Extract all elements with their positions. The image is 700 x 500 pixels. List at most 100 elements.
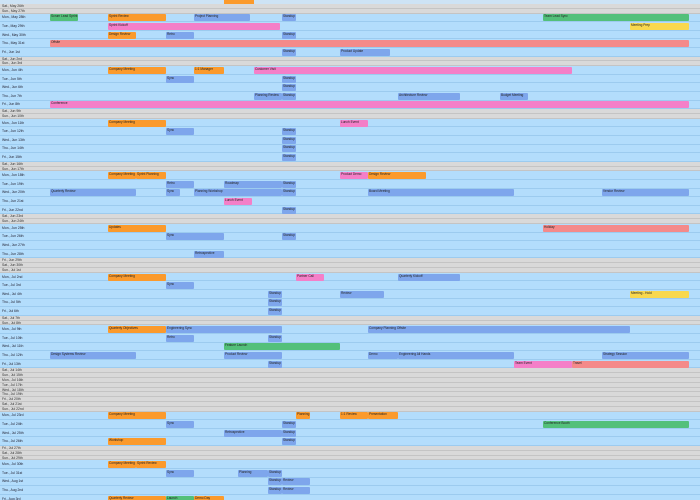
event-chip[interactable]: Product Review	[224, 352, 282, 359]
event-chip[interactable]: Design Review	[368, 172, 426, 180]
event-chip[interactable]: Planning Review	[254, 92, 282, 100]
event-chip[interactable]: Company Meeting	[108, 67, 166, 74]
event-chip[interactable]: Sprint Kickoff	[108, 23, 280, 30]
event-chip[interactable]: Sync	[166, 282, 194, 290]
day-row[interactable]: Thu., Jul 5th	[0, 298, 700, 308]
event-chip[interactable]: Travel	[572, 360, 689, 368]
event-chip[interactable]: Launch	[166, 495, 194, 500]
day-row[interactable]: Tue., May 29th	[0, 22, 700, 31]
event-chip[interactable]: Conference Booth	[543, 421, 689, 428]
event-chip[interactable]: Standup	[282, 136, 296, 144]
event-chip[interactable]: Quarterly Review	[108, 495, 166, 500]
event-chip[interactable]: Vendor Review	[602, 189, 689, 197]
event-chip[interactable]: Standup	[268, 487, 282, 494]
event-chip[interactable]: Presentation	[368, 412, 398, 420]
event-chip[interactable]: Standup	[282, 180, 296, 188]
day-row[interactable]: Sat., Jul 28th	[0, 450, 700, 456]
event-chip[interactable]: Standup	[282, 154, 296, 161]
event-chip[interactable]: Company Meeting	[108, 273, 166, 281]
event-chip[interactable]: Standup	[282, 75, 296, 83]
event-chip[interactable]: Standup	[282, 429, 296, 437]
event-chip[interactable]: Board Meeting	[368, 189, 514, 197]
day-row[interactable]: Sat., Jul 21st	[0, 402, 700, 407]
day-row[interactable]: Sat., Jul 14th	[0, 368, 700, 374]
day-row[interactable]: Wed., Jul 11th	[0, 342, 700, 352]
day-row[interactable]: Mon., Jul 16th	[0, 378, 700, 383]
event-chip[interactable]: Retrospective	[194, 250, 224, 258]
event-chip[interactable]: Engineering Sync	[166, 326, 282, 334]
event-chip[interactable]: Standup	[282, 31, 296, 39]
event-chip[interactable]: Feature Launch	[224, 343, 340, 351]
event-chip[interactable]: Sprint Planning	[136, 172, 166, 180]
event-chip[interactable]: Lunch Event	[340, 119, 368, 127]
day-row[interactable]: Thu., Aug 2nd	[0, 486, 700, 495]
event-chip[interactable]: Standup	[282, 233, 296, 241]
day-row[interactable]: Fri., Jun 15th	[0, 153, 700, 162]
day-row[interactable]: Fri., Jul 6th	[0, 307, 700, 316]
event-chip[interactable]: Sync	[166, 189, 180, 197]
event-chip[interactable]: Design Systems Review	[50, 352, 136, 359]
event-chip[interactable]: Standup	[268, 299, 282, 307]
event-chip[interactable]: Standup	[282, 421, 296, 428]
event-chip[interactable]: Sync	[166, 233, 224, 241]
event-chip[interactable]: Standup	[282, 48, 296, 56]
day-row[interactable]: Fri., Aug 3rd	[0, 494, 700, 500]
event-chip[interactable]: Company Meeting	[108, 119, 166, 127]
day-row[interactable]: Sun., Jun 17th	[0, 166, 700, 172]
day-row[interactable]: Mon., Jul 30th	[0, 460, 700, 469]
event-chip[interactable]: Retro	[166, 180, 194, 188]
day-row[interactable]: Tue., Jul 10th	[0, 334, 700, 343]
day-row[interactable]: Tue., Jun 19th	[0, 180, 700, 189]
event-chip[interactable]: Strategy Session	[602, 352, 689, 359]
day-row[interactable]: Sun., Jun 10th	[0, 114, 700, 119]
day-row[interactable]: Mon., Jun 25th	[0, 224, 700, 233]
day-row[interactable]: Thu., Jul 12th	[0, 351, 700, 360]
event-chip[interactable]: Review	[282, 487, 310, 494]
event-chip[interactable]: Demo	[368, 352, 398, 359]
event-chip[interactable]: Sync	[166, 128, 194, 136]
event-chip[interactable]: Standup	[282, 145, 296, 153]
day-row[interactable]: Tue., Jul 3rd	[0, 281, 700, 290]
day-row[interactable]: Sun., Jul 1st	[0, 268, 700, 273]
event-chip[interactable]: Holiday	[543, 224, 689, 232]
day-row[interactable]: Tue., Jul 31st	[0, 469, 700, 478]
event-chip[interactable]: Conference	[50, 101, 689, 109]
event-chip[interactable]: Offsite	[50, 40, 689, 48]
day-row[interactable]: Wed., May 30th	[0, 30, 700, 40]
day-row[interactable]: Sat., Jul 7th	[0, 315, 700, 321]
day-row[interactable]: Mon., Jul 9th	[0, 325, 700, 334]
event-chip[interactable]: Engineering All Hands	[398, 352, 514, 359]
day-row[interactable]: Wed., Jul 18th	[0, 387, 700, 393]
day-row[interactable]: Sun., Jun 24th	[0, 219, 700, 224]
event-chip[interactable]: Standup	[268, 469, 282, 477]
event-chip[interactable]: Scrum Lead Sprint	[50, 14, 78, 22]
event-chip[interactable]: Standup	[282, 92, 296, 100]
event-chip[interactable]: Planning	[296, 412, 310, 420]
day-row[interactable]: Mon., Jul 2nd	[0, 272, 700, 282]
event-chip[interactable]: Lunch Event	[224, 198, 252, 205]
day-row[interactable]: Sun., Jul 22nd	[0, 406, 700, 412]
day-row[interactable]: Sat., Jun 16th	[0, 161, 700, 167]
day-row[interactable]: Tue., Jul 17th	[0, 382, 700, 388]
event-chip[interactable]: Sprint Review	[108, 14, 166, 22]
day-row[interactable]: Thu., Jul 19th	[0, 392, 700, 398]
event-chip[interactable]: 1:1 Review	[340, 412, 368, 420]
day-row[interactable]: Sat., Jun 30th	[0, 263, 700, 268]
day-row[interactable]: Fri., Jun 29th	[0, 258, 700, 264]
day-row[interactable]: Thu., Jun 28th	[0, 249, 700, 259]
day-row[interactable]: Wed., Jun 20th	[0, 188, 700, 198]
day-row[interactable]: Sat., Jun 9th	[0, 109, 700, 114]
day-row[interactable]: Tue., Jun 12th	[0, 127, 700, 136]
event-chip[interactable]: Roadmap	[224, 180, 282, 188]
day-row[interactable]: Fri., Jul 27th	[0, 446, 700, 451]
event-chip[interactable]: Team Lead Sync	[543, 14, 689, 22]
event-chip[interactable]: Quarterly Kickoff	[398, 273, 460, 281]
event-chip[interactable]: Sync	[166, 75, 194, 83]
event-chip[interactable]: Standup	[268, 478, 282, 486]
day-row[interactable]: Wed., Jun 27th	[0, 241, 700, 250]
event-chip[interactable]: Product Update	[340, 48, 390, 56]
event-chip[interactable]: Planning Workshop	[194, 189, 282, 197]
event-chip[interactable]: Meeting Prep	[630, 23, 689, 30]
event-chip[interactable]: Design Review	[108, 31, 136, 39]
event-chip[interactable]: Retro	[166, 31, 194, 39]
